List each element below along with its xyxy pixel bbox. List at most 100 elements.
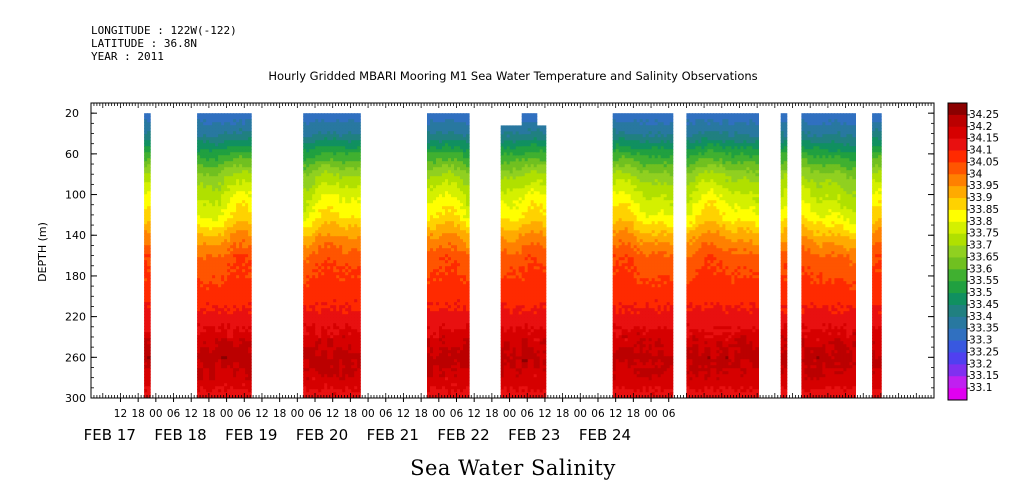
x-hour-tick-label: 18 <box>485 408 498 420</box>
y-tick-label: 300 <box>65 392 86 405</box>
colorbar-level-label: 33.3 <box>969 335 992 347</box>
colorbar-level-label: 33.65 <box>969 251 999 263</box>
colorbar-level-label: 34.25 <box>969 109 999 121</box>
y-tick-label: 20 <box>65 107 79 120</box>
colorbar-swatch <box>948 281 967 294</box>
x-hour-tick-label: 00 <box>432 408 445 420</box>
x-day-label: FEB 24 <box>579 426 631 444</box>
year-label: YEAR : 2011 <box>91 50 164 63</box>
x-hour-tick-label: 00 <box>149 408 162 420</box>
x-hour-tick-label: 00 <box>574 408 587 420</box>
colorbar-swatch <box>948 126 967 140</box>
data-segment <box>872 113 882 398</box>
x-hour-tick-label: 06 <box>591 408 605 420</box>
x-hour-tick-label: 18 <box>131 408 144 420</box>
x-hour-tick-label: 00 <box>644 408 657 420</box>
data-segment <box>427 113 470 398</box>
x-hour-tick-label: 06 <box>238 408 252 420</box>
data-segment <box>197 113 252 398</box>
x-hour-tick-label: 12 <box>467 408 480 420</box>
y-tick-label: 100 <box>65 189 86 202</box>
x-hour-tick-label: 18 <box>627 408 640 420</box>
colorbar-level-label: 33.1 <box>969 382 992 394</box>
x-hour-tick-label: 06 <box>308 408 322 420</box>
y-axis-label: DEPTH (m) <box>36 222 49 282</box>
colorbar-level-label: 33.25 <box>969 346 999 358</box>
y-tick-label: 260 <box>65 351 86 364</box>
data-segment <box>500 113 547 398</box>
colorbar-level-label: 33.85 <box>969 204 999 216</box>
x-hour-tick-label: 12 <box>255 408 268 420</box>
colorbar-level-label: 33.15 <box>969 370 999 382</box>
y-tick-label: 220 <box>65 311 86 324</box>
x-day-label: FEB 17 <box>84 426 136 444</box>
colorbar-level-label: 33.4 <box>969 311 993 323</box>
colorbar-swatch <box>948 174 967 187</box>
colorbar-swatch <box>948 138 967 152</box>
colorbar-level-label: 33.7 <box>969 240 992 252</box>
data-segment <box>686 113 759 398</box>
x-day-label: FEB 22 <box>437 426 489 444</box>
y-tick-label: 140 <box>65 229 86 242</box>
colorbar-swatch <box>948 316 967 330</box>
colorbar-swatch <box>948 150 967 163</box>
colorbar-level-label: 33.6 <box>969 263 993 275</box>
colorbar-swatch <box>948 198 967 211</box>
colorbar-level-label: 33.55 <box>969 275 999 287</box>
salinity-contour-plot <box>144 113 882 398</box>
colorbar-swatch <box>948 221 967 235</box>
colorbar-swatch <box>948 245 967 258</box>
x-hour-tick-label: 12 <box>185 408 198 420</box>
x-hour-tick-label: 18 <box>414 408 427 420</box>
data-segment <box>801 113 856 398</box>
colorbar-swatch <box>948 257 967 270</box>
variable-label: Sea Water Salinity <box>410 456 616 480</box>
colorbar-swatch <box>948 293 967 306</box>
colorbar-swatch <box>948 388 967 401</box>
colorbar-swatch <box>948 209 967 223</box>
data-segment <box>303 113 361 398</box>
colorbar-swatch <box>948 364 967 377</box>
colorbar-level-label: 33.45 <box>969 299 999 311</box>
x-hour-tick-label: 18 <box>273 408 286 420</box>
x-day-label: FEB 21 <box>367 426 419 444</box>
x-hour-tick-label: 06 <box>521 408 535 420</box>
colorbar-level-label: 33.35 <box>969 323 999 335</box>
colorbar-level-label: 34.05 <box>969 156 999 168</box>
data-segment <box>780 113 788 398</box>
data-segment <box>612 113 674 398</box>
x-hour-tick-label: 06 <box>450 408 464 420</box>
colorbar-swatch <box>948 114 967 128</box>
data-segment <box>144 113 151 398</box>
colorbar-swatch <box>948 328 967 342</box>
longitude-label: LONGITUDE : 122W(-122) <box>91 24 237 37</box>
x-hour-tick-label: 00 <box>361 408 374 420</box>
x-hour-tick-label: 12 <box>326 408 339 420</box>
x-hour-tick-label: 12 <box>609 408 622 420</box>
colorbar-level-label: 34.1 <box>969 145 992 157</box>
x-day-label: FEB 18 <box>154 426 206 444</box>
colorbar-level-label: 34.15 <box>969 133 999 145</box>
x-hour-tick-label: 00 <box>291 408 304 420</box>
x-hour-tick-label: 18 <box>344 408 357 420</box>
colorbar-level-label: 33.95 <box>969 180 999 192</box>
colorbar-level-label: 33.75 <box>969 228 999 240</box>
x-day-label: FEB 19 <box>225 426 277 444</box>
colorbar-swatch <box>948 103 967 116</box>
colorbar-swatch <box>948 233 967 247</box>
x-hour-tick-label: 00 <box>503 408 516 420</box>
colorbar-level-label: 33.9 <box>969 192 992 204</box>
colorbar-swatch <box>948 376 967 389</box>
latitude-label: LATITUDE : 36.8N <box>91 37 197 50</box>
colorbar-swatch <box>948 352 967 365</box>
colorbar-level-label: 33.5 <box>969 287 992 299</box>
x-hour-tick-label: 06 <box>662 408 676 420</box>
x-hour-tick-label: 18 <box>556 408 569 420</box>
x-hour-tick-label: 06 <box>167 408 181 420</box>
y-tick-label: 60 <box>65 148 79 161</box>
x-hour-tick-label: 12 <box>538 408 551 420</box>
colorbar-level-label: 33.8 <box>969 216 992 228</box>
colorbar-swatch <box>948 162 967 175</box>
